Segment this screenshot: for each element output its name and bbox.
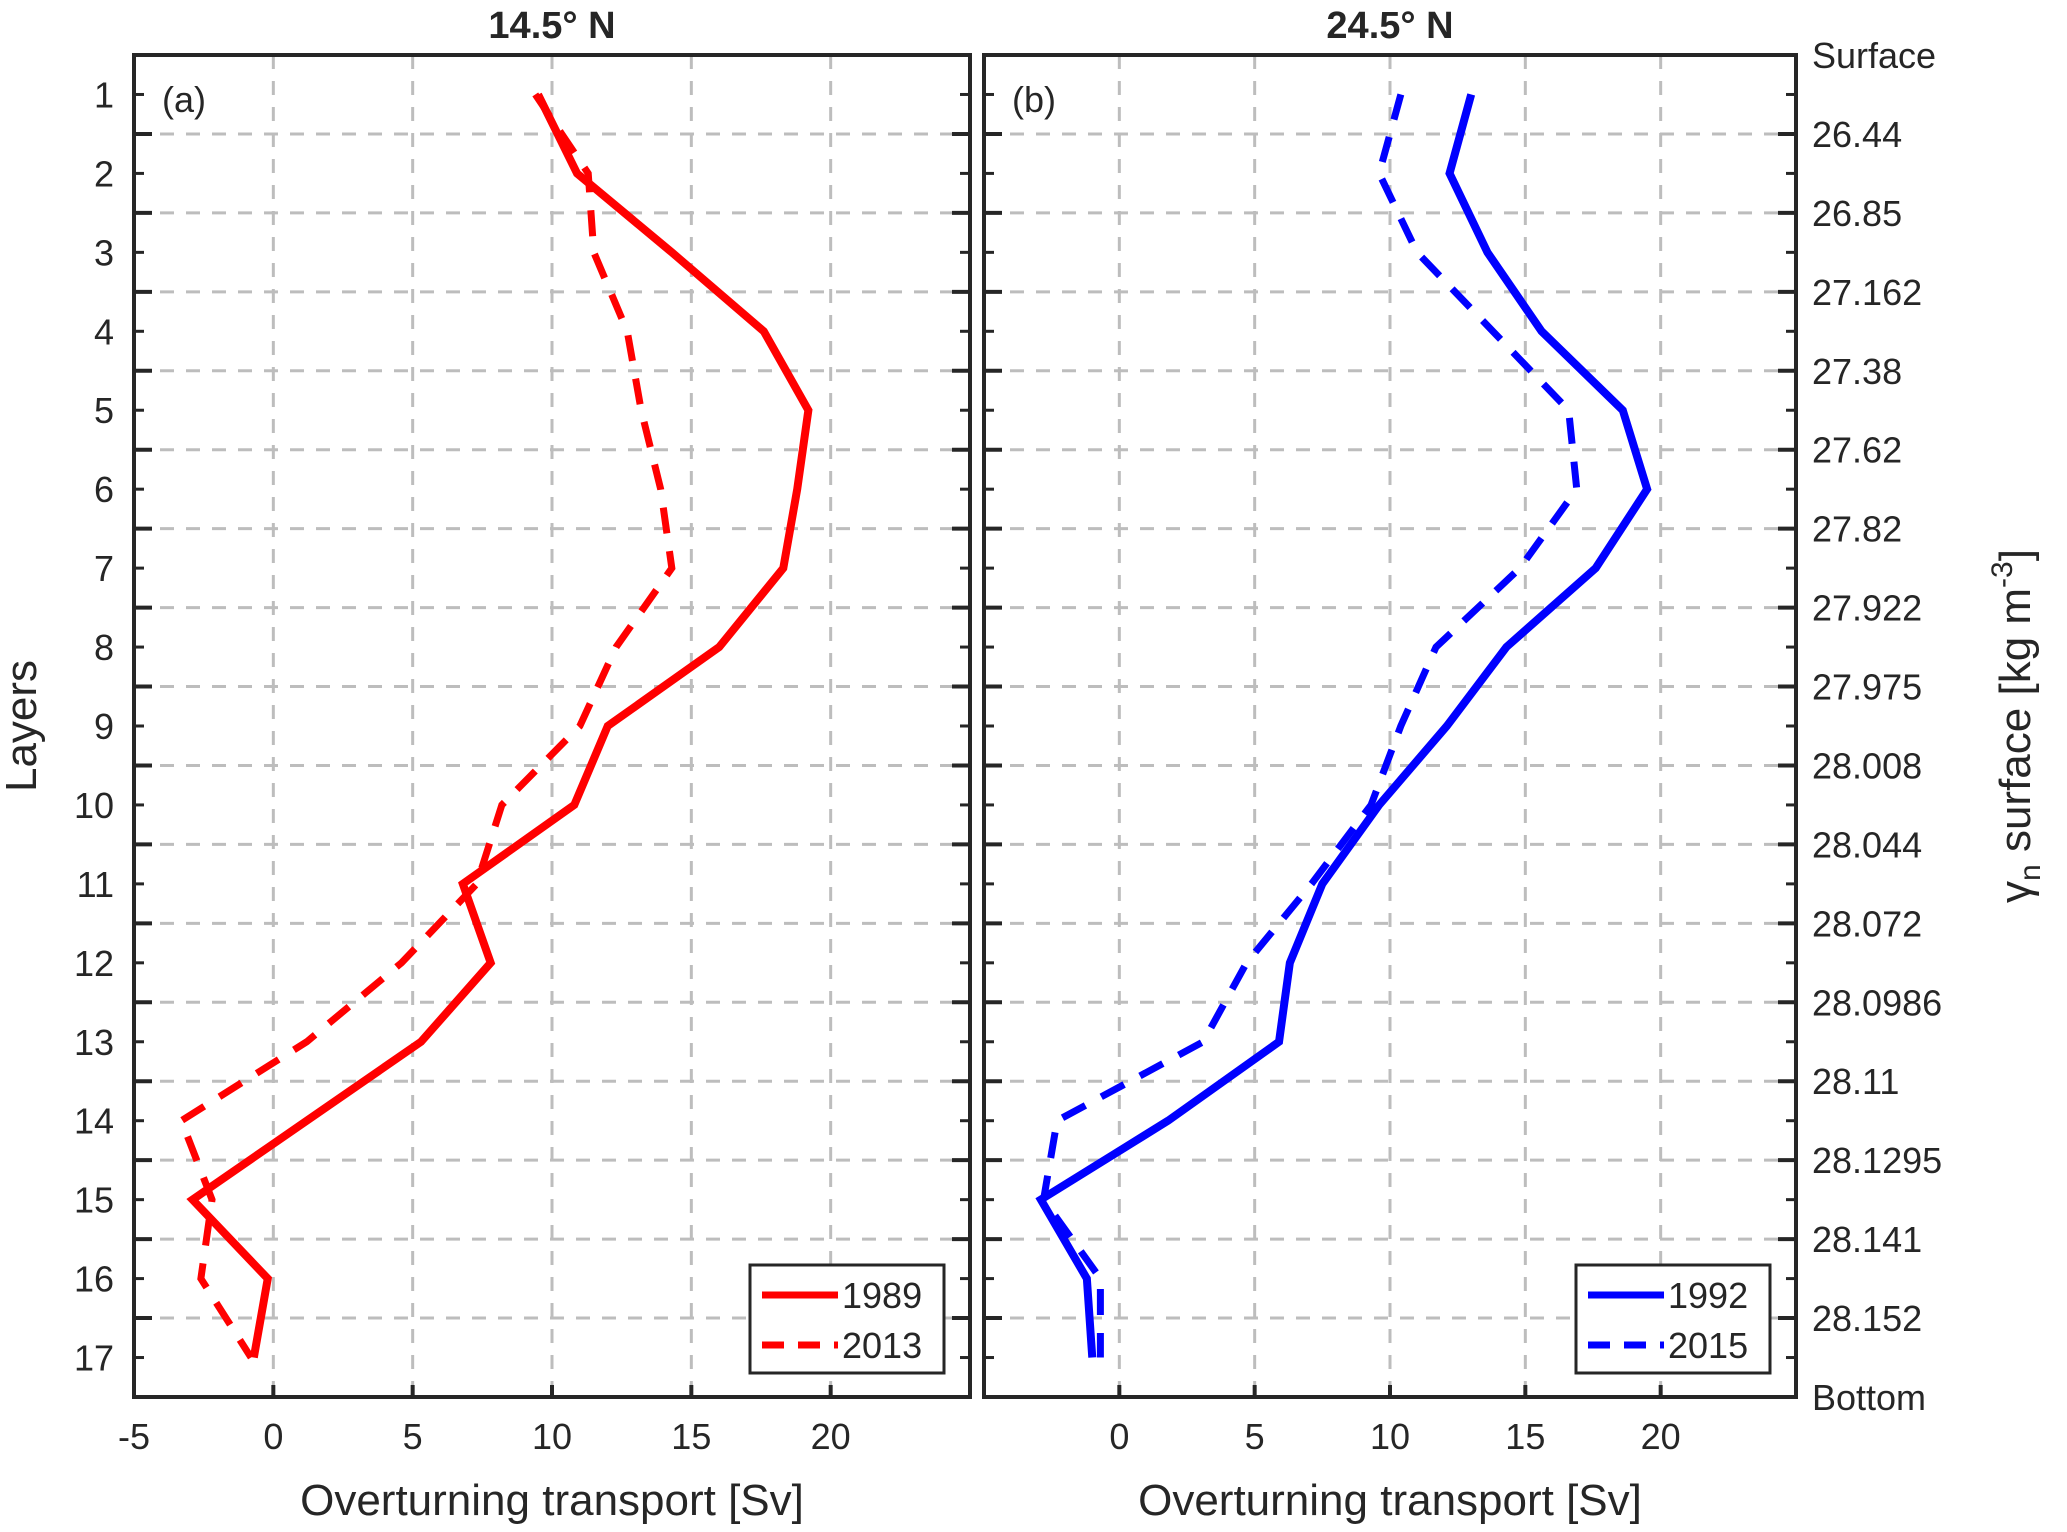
y-tick-label: 5 (94, 390, 114, 431)
series-line-1989 (186, 92, 813, 1359)
y-tick-label: 8 (94, 627, 114, 668)
legend-label: 2013 (842, 1325, 922, 1366)
x-tick-label: 15 (671, 1416, 711, 1457)
x-tick-label: 5 (1245, 1416, 1265, 1457)
right-y-tick-label: 27.975 (1812, 667, 1922, 708)
right-y-tick-label: 28.008 (1812, 745, 1922, 786)
x-tick-label: 5 (403, 1416, 423, 1457)
x-axis-label: Overturning transport [Sv] (1138, 1476, 1642, 1525)
right-y-axis-label: γn surface [kg m-3] (1986, 549, 2047, 903)
x-tick-label: 0 (263, 1416, 283, 1457)
y-tick-label: 9 (94, 706, 114, 747)
y-tick-label: 17 (74, 1338, 114, 1379)
axes-box (982, 53, 1798, 1399)
legend-box (748, 1263, 946, 1375)
y-tick-label: 14 (74, 1101, 114, 1142)
chart-title: 14.5° N (488, 5, 615, 47)
axes-box (132, 53, 972, 1399)
right-y-tick-label: 28.1295 (1812, 1140, 1942, 1181)
y-tick-label: 15 (74, 1180, 114, 1221)
label-part: surface [kg m (1991, 588, 2040, 864)
right-y-tick-label: 27.82 (1812, 509, 1902, 550)
right-y-tick-label: 27.922 (1812, 588, 1922, 629)
legend-box (1574, 1263, 1772, 1375)
right-y-tick-label: 28.0986 (1812, 982, 1942, 1023)
y-tick-label: 1 (94, 74, 114, 115)
y-tick-label: 13 (74, 1022, 114, 1063)
y-tick-label: 16 (74, 1259, 114, 1300)
legend-label: 1992 (1668, 1275, 1748, 1316)
y-tick-label: 2 (94, 153, 114, 194)
right-y-tick-label: Surface (1812, 35, 1936, 76)
right-y-tick-label: 26.85 (1812, 193, 1902, 234)
series-line-2013 (177, 92, 676, 1360)
y-tick-label: 7 (94, 548, 114, 589)
right-y-tick-label: 28.152 (1812, 1298, 1922, 1339)
panel-label: (a) (162, 79, 206, 120)
panel-label: (b) (1012, 79, 1056, 120)
x-tick-label: 10 (532, 1416, 572, 1457)
y-axis-label: Layers (0, 660, 46, 792)
panel-b: 0 5 10 15 20 Surface 26.44 26.85 27.162 27.38 27.6… (982, 5, 2047, 1525)
x-tick-label: 20 (811, 1416, 851, 1457)
right-y-tick-label: 28.11 (1812, 1061, 1899, 1102)
y-tick-label: 6 (94, 469, 114, 510)
right-y-tick-label: 28.072 (1812, 903, 1922, 944)
x-tick-label: -5 (118, 1416, 150, 1457)
right-y-tick-label: 28.044 (1812, 824, 1922, 865)
y-tick-label: 11 (77, 864, 114, 905)
legend-label: 1989 (842, 1275, 922, 1316)
y-tick-label: 12 (74, 943, 114, 984)
y-tick-label: 3 (94, 232, 114, 273)
x-tick-label: 10 (1370, 1416, 1410, 1457)
right-y-tick-label: 27.38 (1812, 351, 1902, 392)
right-y-tick-label: Bottom (1812, 1377, 1926, 1418)
label-part: -3 (1986, 561, 2019, 588)
label-part: n (2014, 864, 2047, 881)
label-part: ] (1991, 549, 2040, 561)
y-tick-label: 10 (74, 785, 114, 826)
x-axis-label: Overturning transport [Sv] (300, 1476, 804, 1525)
x-tick-label: 0 (1109, 1416, 1129, 1457)
x-tick-label: 15 (1505, 1416, 1545, 1457)
legend-label: 2015 (1668, 1325, 1748, 1366)
y-tick-label: 4 (94, 311, 114, 352)
series-line-1992 (1035, 93, 1652, 1358)
x-tick-label: 20 (1641, 1416, 1681, 1457)
panel-a: -5 0 5 10 15 201234567891011121314151617(a)14… (0, 5, 972, 1525)
series-line-2015 (1039, 93, 1581, 1358)
label-part: γ (1991, 881, 2040, 903)
chart-title: 24.5° N (1326, 5, 1453, 47)
right-y-tick-label: 27.62 (1812, 430, 1902, 471)
right-y-tick-label: 27.162 (1812, 272, 1922, 313)
right-y-tick-label: 26.44 (1812, 114, 1902, 155)
right-y-tick-label: 28.141 (1812, 1219, 1922, 1260)
